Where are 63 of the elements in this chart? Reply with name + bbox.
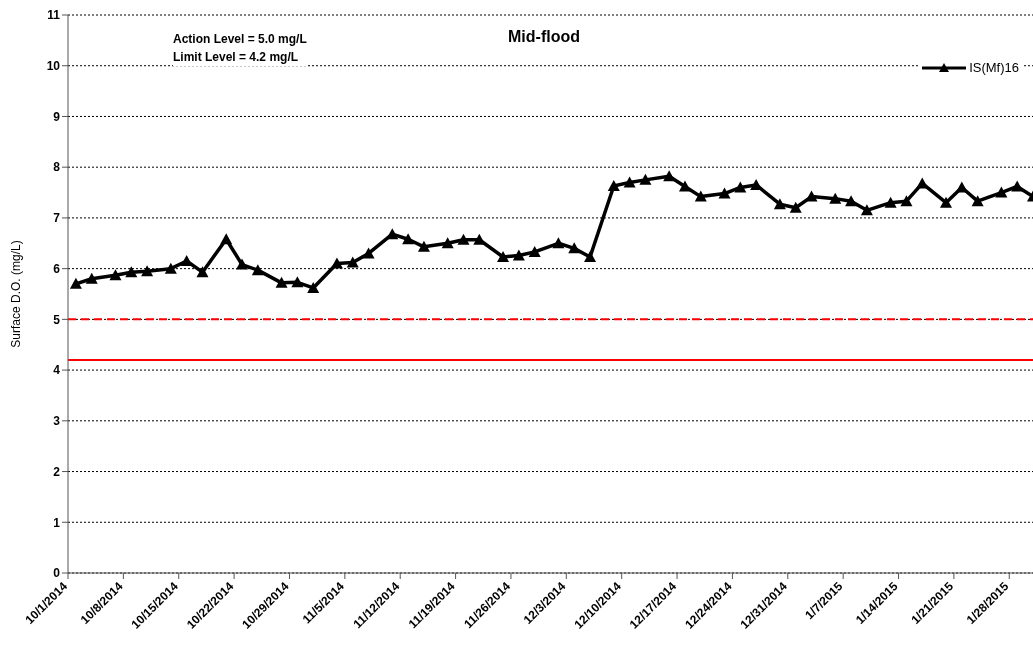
point	[251, 264, 264, 276]
point	[568, 242, 581, 254]
point	[955, 181, 968, 193]
point	[971, 195, 984, 207]
y-tick-label: 7	[53, 211, 61, 226]
point	[734, 181, 747, 193]
text: Mid-flood	[508, 28, 580, 46]
y-tick-label: 1	[53, 515, 61, 530]
y-tick-label: 10	[46, 58, 61, 73]
point	[497, 250, 510, 262]
point	[829, 192, 842, 204]
point	[141, 265, 154, 277]
point	[275, 276, 288, 288]
y-tick-label: 11	[47, 8, 61, 23]
y-tick-label: 2	[53, 464, 61, 479]
point	[85, 272, 98, 284]
point	[125, 266, 138, 278]
y-tick-label: 8	[53, 160, 61, 175]
point	[607, 179, 620, 191]
y-tick-label: 4	[53, 363, 61, 378]
annotation: Limit Level = 4.2 mg/L	[173, 49, 300, 66]
y-tick-label: 3	[53, 414, 61, 429]
point	[939, 196, 952, 208]
point	[884, 196, 897, 208]
point	[773, 198, 786, 210]
point	[995, 186, 1008, 198]
point	[789, 201, 802, 213]
point	[528, 245, 541, 257]
point	[694, 190, 707, 202]
point	[457, 233, 470, 245]
point	[291, 276, 304, 288]
point	[584, 250, 597, 262]
point	[512, 249, 525, 261]
point	[639, 173, 652, 185]
point	[623, 176, 636, 188]
y-tick-label: 0	[53, 566, 61, 581]
point	[196, 266, 209, 278]
point	[552, 237, 565, 249]
point	[417, 240, 430, 252]
y-tick-label: 6	[53, 261, 61, 276]
point	[220, 233, 233, 245]
point	[346, 256, 359, 268]
legend-label: IS(Mf)16	[969, 60, 1019, 75]
point	[845, 195, 858, 207]
point	[663, 170, 676, 182]
point	[678, 180, 691, 192]
point	[236, 258, 249, 270]
point	[69, 277, 82, 289]
annotation: Action Level = 5.0 mg/L	[173, 31, 307, 48]
point	[307, 281, 320, 293]
point	[402, 233, 415, 245]
point	[330, 257, 343, 269]
point	[362, 247, 375, 259]
y-tick-label: 9	[53, 109, 61, 124]
point	[860, 204, 873, 216]
y-tick-label: 5	[53, 312, 61, 327]
point	[900, 195, 913, 207]
y-axis-title: Surface D.O. (mg/L)	[9, 240, 24, 348]
point	[1011, 180, 1024, 192]
point	[109, 269, 122, 281]
point	[441, 237, 454, 249]
point	[164, 262, 177, 274]
point	[718, 187, 731, 199]
